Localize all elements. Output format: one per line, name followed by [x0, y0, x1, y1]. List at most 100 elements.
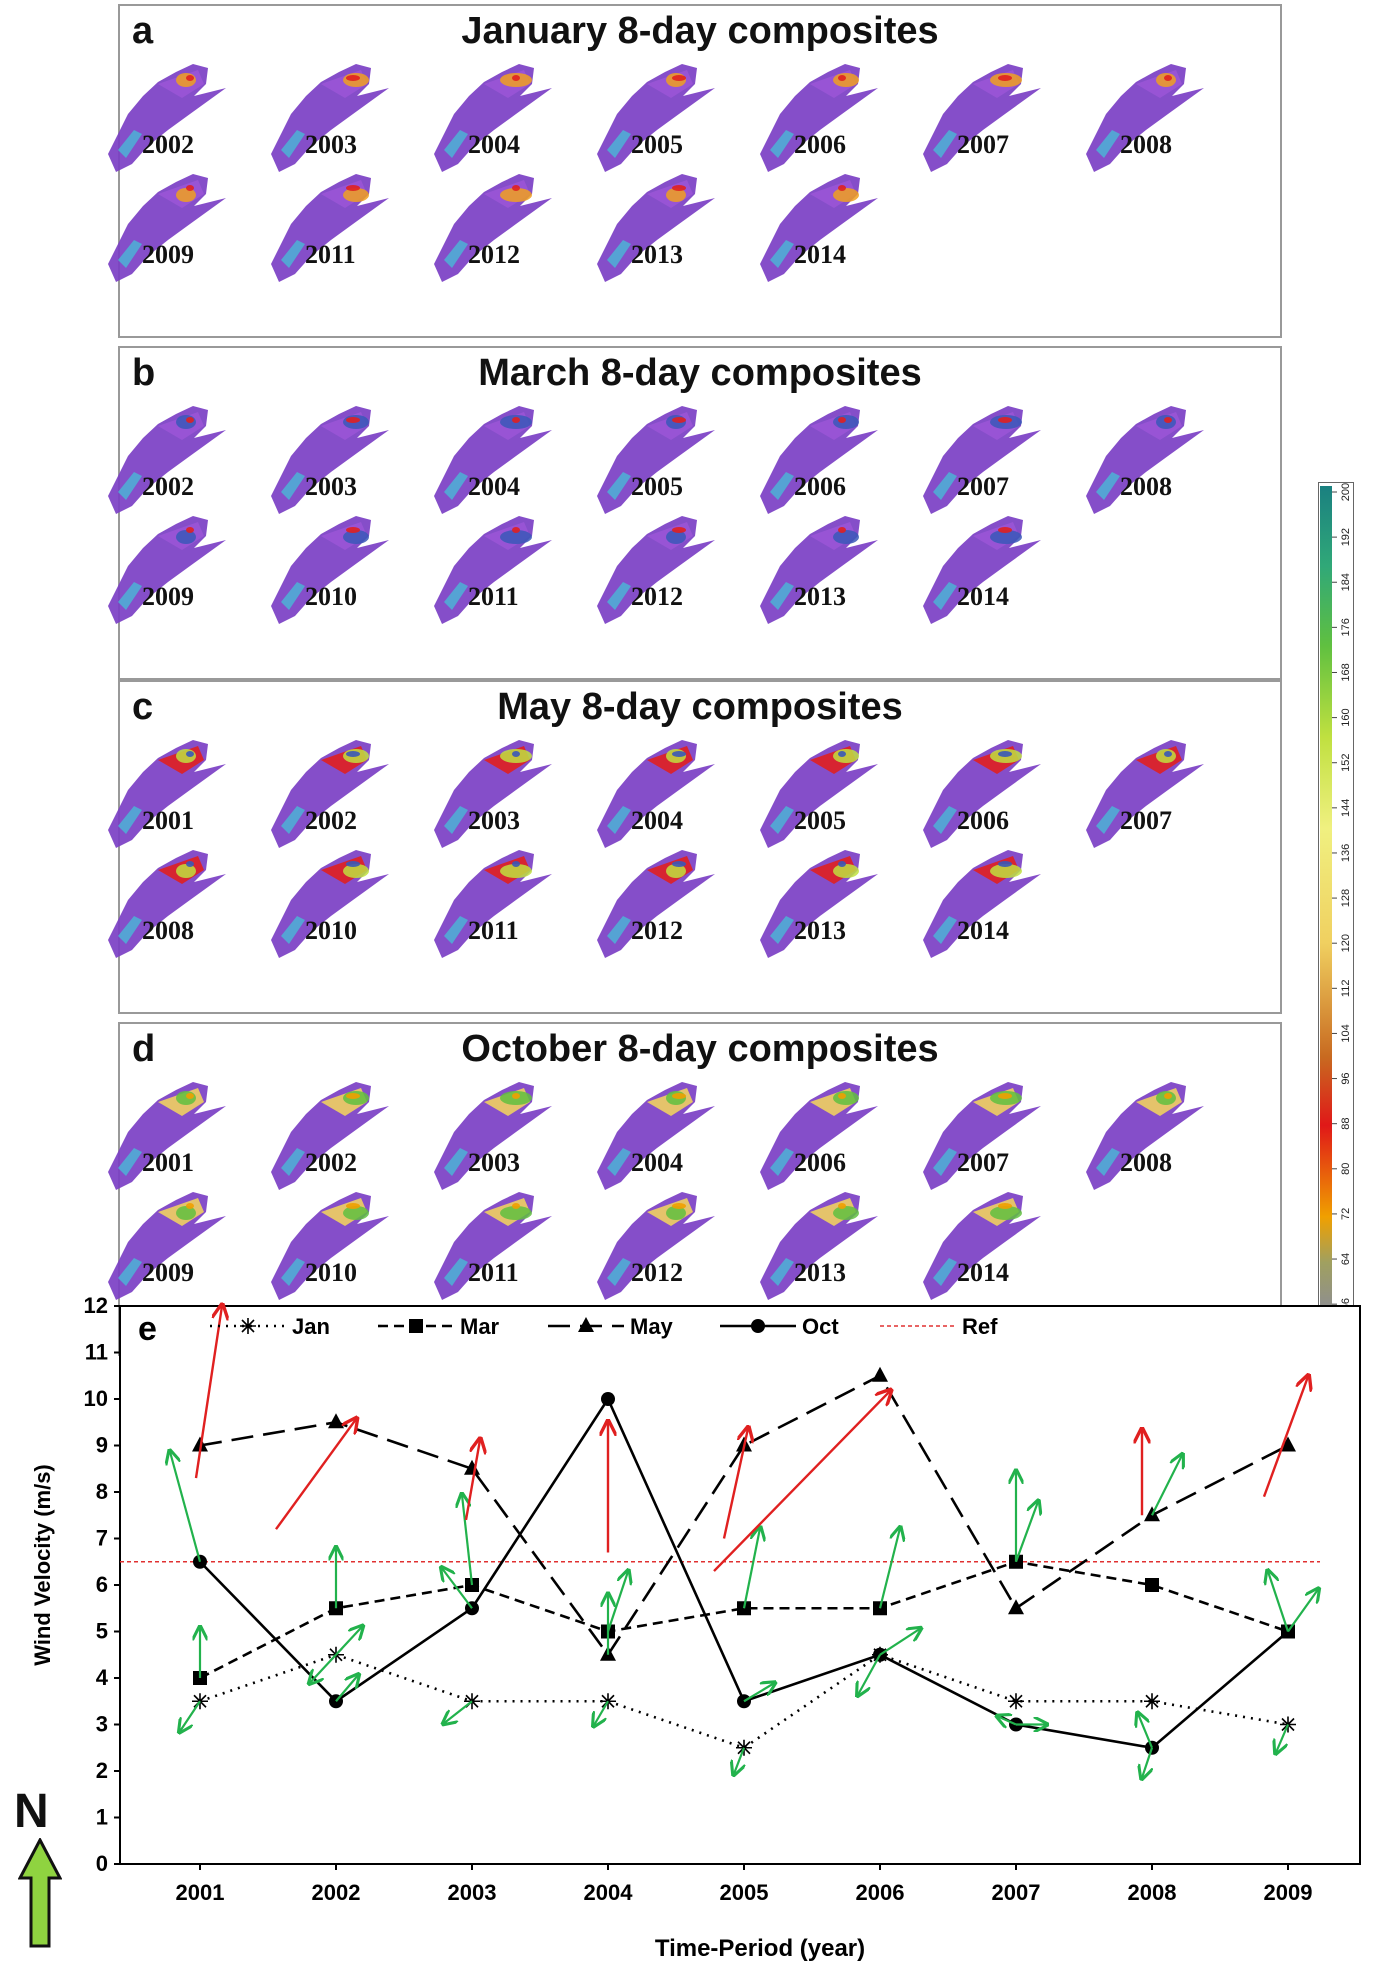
- x-tick-label: 2007: [992, 1880, 1041, 1905]
- x-tick-label: 2002: [312, 1880, 361, 1905]
- wind-arrow-green: [442, 1568, 473, 1609]
- composite-year-label: 2013: [794, 1258, 846, 1287]
- data-point: [601, 1392, 615, 1406]
- wind-arrow-green: [606, 1572, 628, 1632]
- composite-year-label: 2011: [468, 1258, 519, 1287]
- wind-arrow-red: [275, 1419, 356, 1530]
- composite-year-label: 2001: [142, 1148, 194, 1177]
- y-tick-label: 9: [96, 1433, 108, 1458]
- north-label: N: [14, 1785, 49, 1838]
- composite-year-label: 2014: [957, 582, 1009, 611]
- plot-area: [119, 1305, 1361, 1865]
- colorbar-tick-label: 200: [1340, 483, 1352, 501]
- data-point: [578, 1317, 594, 1332]
- wind-arrow-green: [734, 1747, 744, 1774]
- wind-arrow-green: [462, 1495, 474, 1586]
- composite-year-label: 2006: [794, 130, 846, 159]
- x-tick-label: 2003: [448, 1880, 497, 1905]
- composite-map: 2003: [261, 54, 401, 174]
- composite-year-label: 2009: [142, 1258, 194, 1287]
- composite-year-label: 2012: [468, 240, 520, 269]
- legend-label: Jan: [292, 1314, 330, 1339]
- x-tick-label: 2008: [1128, 1880, 1177, 1905]
- wind-arrow-green: [1276, 1724, 1290, 1753]
- composite-year-label: 2010: [305, 916, 357, 945]
- wind-arrow-red: [464, 1440, 480, 1521]
- composite-map: 2011: [424, 506, 564, 626]
- y-tick-label: 10: [84, 1386, 108, 1411]
- panel-january: a January 8-day composites 2002 2003 2004 2…: [108, 4, 1282, 338]
- composite-map: 2009: [98, 164, 238, 284]
- composite-year-label: 2003: [468, 806, 520, 835]
- data-point: [464, 1459, 480, 1475]
- panel-may: c May 8-day composites 2001 2002 2003 2004 2…: [108, 680, 1282, 1014]
- legend-label: Ref: [962, 1314, 998, 1339]
- colorbar-tick-label: 176: [1340, 618, 1352, 636]
- composite-map: 2006: [913, 730, 1053, 850]
- data-point: [1008, 1693, 1024, 1710]
- composite-map: 2004: [587, 1072, 727, 1192]
- data-point: [872, 1366, 888, 1382]
- wind-arrow-green: [594, 1700, 609, 1725]
- colorbar-tick-label: 160: [1340, 708, 1352, 726]
- composite-map: 2003: [261, 396, 401, 516]
- composite-year-label: 2003: [305, 130, 357, 159]
- composite-map: 2009: [98, 506, 238, 626]
- colorbar-tick-label: 192: [1340, 528, 1352, 546]
- composite-map: 2013: [750, 840, 890, 960]
- composite-year-label: 2007: [957, 130, 1009, 159]
- composite-year-label: 2003: [305, 472, 357, 501]
- composite-year-label: 2009: [142, 240, 194, 269]
- colorbar-tick-label: 96: [1340, 1072, 1352, 1084]
- composite-year-label: 2012: [631, 1258, 683, 1287]
- composite-map: 2003: [424, 730, 564, 850]
- x-tick-label: 2006: [856, 1880, 905, 1905]
- composite-map: 2013: [587, 164, 727, 284]
- colorbar-tick-label: 64: [1340, 1253, 1352, 1265]
- composite-map: 2010: [261, 1182, 401, 1302]
- composite-map: 2013: [750, 1182, 890, 1302]
- composite-year-label: 2007: [957, 472, 1009, 501]
- panel-title: May 8-day composites: [497, 686, 903, 728]
- composite-year-label: 2008: [1120, 1148, 1172, 1177]
- y-tick-label: 0: [96, 1851, 108, 1876]
- y-tick-label: 6: [96, 1572, 108, 1597]
- colorbar-tick-label: 120: [1340, 934, 1352, 952]
- x-tick-label: 2004: [584, 1880, 634, 1905]
- y-tick-label: 7: [96, 1526, 108, 1551]
- composite-map: 2011: [261, 164, 401, 284]
- north-arrow-icon: [18, 1838, 62, 1948]
- composite-map: 2012: [424, 164, 564, 284]
- composite-year-label: 2008: [1120, 472, 1172, 501]
- composite-year-label: 2002: [142, 472, 194, 501]
- composite-map: 2007: [1076, 730, 1216, 850]
- wind-arrow-green: [742, 1528, 760, 1609]
- wind-arrow-green: [180, 1700, 201, 1731]
- series-line-may: [199, 1374, 1289, 1658]
- x-tick-label: 2005: [720, 1880, 769, 1905]
- composite-year-label: 2012: [631, 916, 683, 945]
- composite-year-label: 2007: [957, 1148, 1009, 1177]
- composite-map: 2014: [913, 840, 1053, 960]
- composite-year-label: 2005: [631, 472, 683, 501]
- composite-year-label: 2004: [468, 130, 520, 159]
- composite-year-label: 2004: [631, 806, 683, 835]
- composite-map: 2001: [98, 730, 238, 850]
- wind-arrow-green: [1014, 1502, 1038, 1563]
- composite-year-label: 2006: [794, 1148, 846, 1177]
- composite-map: 2013: [750, 506, 890, 626]
- wind-arrow-green: [444, 1700, 473, 1723]
- wind-arrow-red: [194, 1306, 222, 1479]
- composite-map: 2003: [424, 1072, 564, 1192]
- y-tick-label: 1: [96, 1805, 108, 1830]
- y-tick-label: 11: [85, 1340, 108, 1365]
- composite-map: 2014: [913, 506, 1053, 626]
- composite-map: 2005: [750, 730, 890, 850]
- composite-year-label: 2011: [468, 582, 519, 611]
- composite-map: 2014: [750, 164, 890, 284]
- composite-map: 2011: [424, 1182, 564, 1302]
- panel-letter: a: [132, 10, 154, 52]
- composite-year-label: 2009: [142, 582, 194, 611]
- composite-map: 2010: [261, 506, 401, 626]
- y-tick-label: 4: [96, 1665, 109, 1690]
